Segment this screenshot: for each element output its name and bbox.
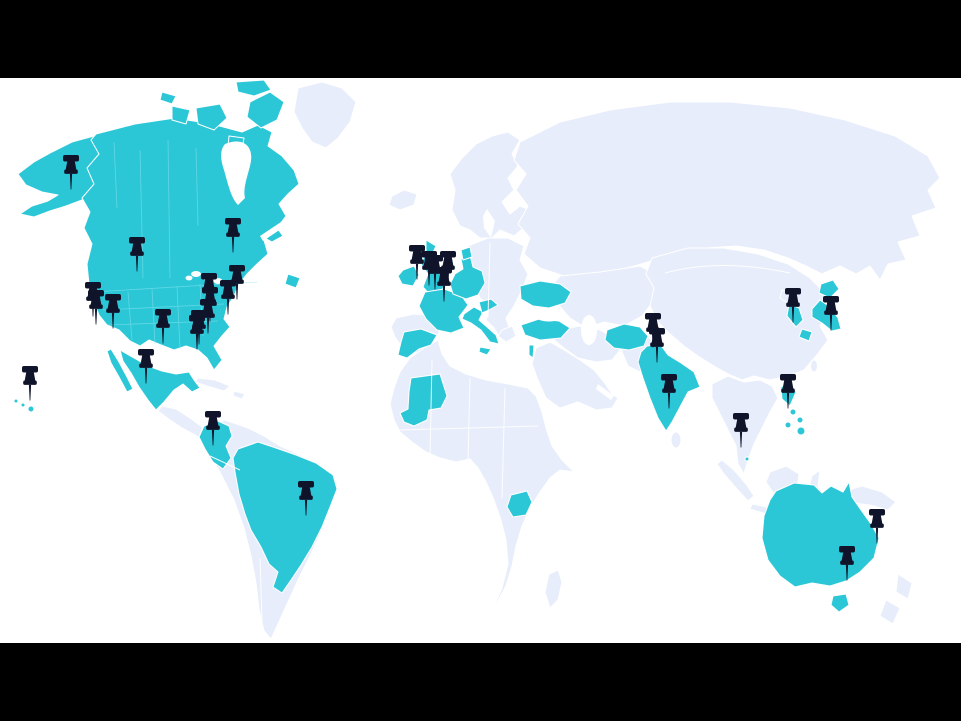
letterbox-bottom (0, 643, 961, 721)
country-china (645, 247, 829, 381)
country-turkey (520, 318, 571, 341)
country-afghanistan (604, 323, 649, 351)
country-philippines-island (784, 421, 792, 429)
country-new-zealand-south (879, 599, 901, 625)
country-denmark (460, 246, 473, 261)
sea-overlays (185, 141, 614, 425)
map-pin-us-california[interactable] (88, 290, 104, 325)
country-eastern-europe (467, 237, 529, 339)
country-arctic-island (171, 105, 191, 125)
country-israel (528, 344, 535, 359)
country-arctic-island (246, 91, 285, 129)
country-baja (106, 348, 134, 393)
country-sri-lanka (670, 431, 682, 449)
country-colombia (198, 420, 233, 470)
country-taiwan (810, 359, 818, 373)
country-morocco (397, 328, 438, 359)
world-map-stage (0, 78, 961, 643)
country-arabia (531, 341, 619, 411)
country-sicily (478, 346, 492, 356)
letterbox-top (0, 0, 961, 78)
country-russia (513, 101, 941, 281)
country-mexico (119, 349, 201, 411)
country-iceland (388, 189, 418, 211)
map-pin-hawaii[interactable] (22, 366, 38, 401)
country-new-zealand-north (895, 573, 913, 600)
country-arctic-island (235, 79, 272, 97)
country-japan-honshu (811, 299, 842, 332)
country-philippines-mindanao (796, 426, 806, 436)
country-greenland (293, 81, 357, 149)
country-philippines-island (796, 416, 804, 424)
country-madagascar (544, 569, 563, 609)
map-pin-philippines[interactable] (780, 374, 796, 409)
country-germany (449, 254, 486, 300)
country-hawaii (27, 405, 35, 413)
country-scandinavia (449, 131, 531, 239)
country-hawaii (13, 398, 19, 404)
country-ireland (397, 265, 420, 287)
country-zimbabwe (506, 490, 533, 518)
country-japan-kyushu (798, 328, 813, 342)
country-brazil (232, 441, 338, 594)
country-singapore (744, 456, 750, 462)
country-philippines-island (789, 408, 797, 416)
country-japan-hokkaido (818, 279, 840, 299)
world-map (13, 79, 941, 640)
country-ukraine (519, 280, 572, 309)
country-mali (399, 373, 448, 427)
country-south-korea (786, 303, 804, 328)
country-sumatra (716, 459, 755, 502)
country-newfoundland (284, 273, 301, 289)
country-hispaniola (232, 390, 246, 400)
country-border-lines (209, 242, 791, 624)
country-arctic-island (195, 103, 228, 131)
country-arctic-island (159, 91, 177, 105)
country-tasmania (830, 593, 850, 613)
country-cuba (194, 377, 231, 392)
country-hawaii (20, 402, 26, 408)
country-greece (497, 325, 517, 343)
